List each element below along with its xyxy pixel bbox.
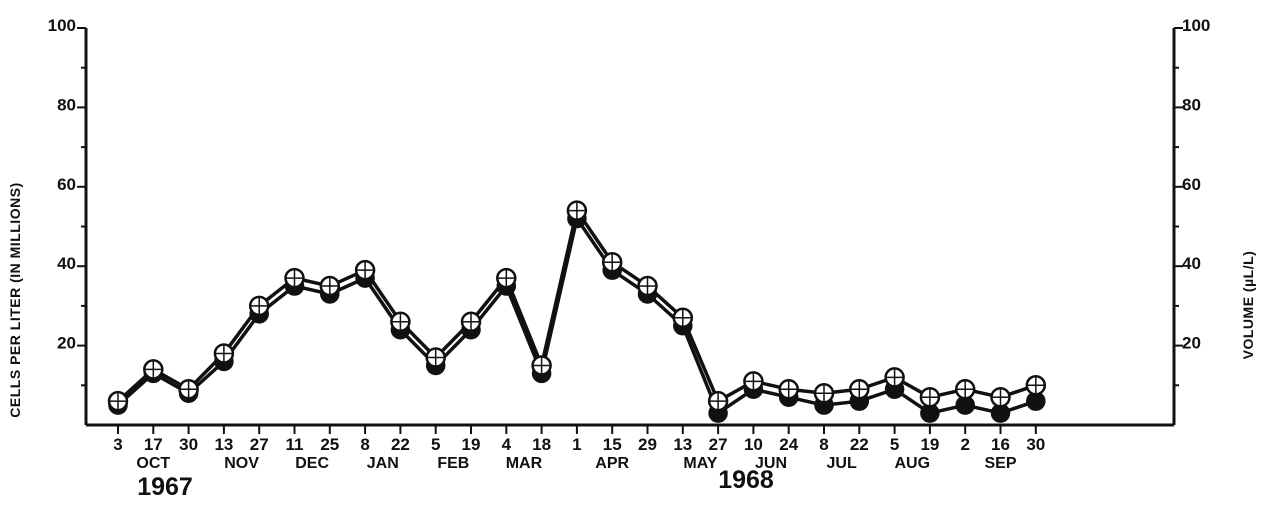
y-left-tick-label: 20 bbox=[57, 334, 76, 353]
month-label: AUG bbox=[894, 455, 930, 472]
y-right-tick-label: 20 bbox=[1182, 334, 1201, 353]
x-tick-label: 27 bbox=[709, 435, 728, 454]
data-point-open bbox=[531, 355, 552, 376]
month-label: OCT bbox=[136, 455, 170, 472]
data-point-open bbox=[284, 267, 305, 289]
x-tick-label: 4 bbox=[502, 435, 512, 454]
data-point-open bbox=[425, 347, 446, 368]
x-tick-label: 19 bbox=[920, 435, 939, 454]
month-label: JUN bbox=[755, 455, 787, 472]
x-tick-label: 22 bbox=[391, 435, 410, 454]
data-point-open bbox=[990, 386, 1011, 408]
x-tick-label: 5 bbox=[431, 435, 440, 454]
month-label: MAR bbox=[506, 455, 543, 472]
data-point-open bbox=[213, 343, 235, 364]
x-tick-label: 18 bbox=[532, 435, 551, 454]
x-tick-label: 5 bbox=[890, 435, 899, 454]
data-point-open bbox=[178, 379, 199, 400]
x-tick-label: 10 bbox=[744, 435, 763, 454]
data-point-open bbox=[248, 295, 270, 317]
y-right-tick-label: 100 bbox=[1182, 16, 1210, 35]
data-point-open bbox=[919, 386, 941, 408]
month-label: JUL bbox=[827, 455, 857, 472]
month-label: MAY bbox=[683, 455, 717, 472]
x-tick-label: 13 bbox=[214, 435, 233, 454]
data-point-open bbox=[672, 307, 694, 329]
x-tick-label: 8 bbox=[819, 435, 828, 454]
x-tick-label: 27 bbox=[250, 435, 269, 454]
x-tick-label: 1 bbox=[572, 435, 581, 454]
y-right-ticks: 20 40 60 80 100 bbox=[1174, 16, 1210, 387]
x-tick-label: 15 bbox=[603, 435, 622, 454]
data-point-open bbox=[460, 311, 482, 333]
x-tick-label: 17 bbox=[144, 435, 163, 454]
data-point-open bbox=[637, 275, 658, 297]
data-point-open bbox=[496, 267, 517, 289]
y-axis-title-right: VOLUME (µL/L) bbox=[1240, 251, 1256, 360]
month-label: FEB bbox=[437, 455, 469, 472]
month-labels: OCT NOV DEC JAN FEB MAR APR MAY JUN JUL AUG SEP bbox=[136, 455, 1016, 472]
data-point-open bbox=[1025, 375, 1047, 396]
month-label: SEP bbox=[984, 455, 1016, 472]
y-left-ticks: 20 40 60 80 100 bbox=[48, 16, 86, 387]
x-tick-label: 2 bbox=[960, 435, 969, 454]
x-tick-label: 13 bbox=[673, 435, 692, 454]
x-tick-label: 25 bbox=[320, 435, 339, 454]
data-point-open bbox=[601, 251, 623, 273]
y-right-tick-label: 60 bbox=[1182, 175, 1201, 194]
y-left-tick-label: 80 bbox=[57, 95, 76, 114]
x-tick-label: 16 bbox=[991, 435, 1010, 454]
x-tick-label: 30 bbox=[179, 435, 198, 454]
y-axis-title-left: CELLS PER LITER (IN MILLIONS) bbox=[7, 182, 23, 417]
x-tick-label: 24 bbox=[779, 435, 798, 454]
x-tick-label: 22 bbox=[850, 435, 869, 454]
x-tick-label: 19 bbox=[462, 435, 481, 454]
data-point-open bbox=[107, 390, 129, 412]
x-ticks: 3 17 30 13 27 11 25 8 22 5 19 4 18 1 15 29 13 27 10 24 8 22 5 1… bbox=[113, 425, 1045, 454]
data-point-open bbox=[354, 259, 376, 281]
x-tick-label: 3 bbox=[113, 435, 122, 454]
y-right-tick-label: 80 bbox=[1182, 95, 1201, 114]
data-point-open bbox=[778, 379, 799, 400]
series-layer bbox=[107, 200, 1047, 423]
y-left-tick-label: 40 bbox=[57, 254, 76, 273]
month-label: APR bbox=[595, 455, 629, 472]
year-label-1968: 1968 bbox=[718, 466, 774, 494]
data-point-open bbox=[566, 200, 588, 221]
month-label: DEC bbox=[295, 455, 329, 472]
data-point-open bbox=[319, 275, 341, 297]
data-point-open bbox=[743, 371, 764, 392]
y-left-tick-label: 60 bbox=[57, 175, 76, 194]
month-label: JAN bbox=[367, 455, 399, 472]
data-point-open bbox=[143, 359, 164, 380]
data-point-open bbox=[884, 367, 905, 388]
y-right-tick-label: 40 bbox=[1182, 254, 1201, 273]
x-tick-label: 29 bbox=[638, 435, 657, 454]
year-label-1967: 1967 bbox=[137, 473, 193, 501]
x-tick-label: 11 bbox=[286, 435, 304, 454]
data-point-open bbox=[954, 379, 976, 400]
data-point-open bbox=[813, 382, 835, 404]
x-tick-label: 8 bbox=[360, 435, 369, 454]
data-point-open bbox=[849, 379, 870, 400]
data-point-open bbox=[390, 311, 411, 333]
y-left-tick-label: 100 bbox=[48, 16, 76, 35]
plot-frame bbox=[84, 28, 1176, 427]
month-label: NOV bbox=[224, 455, 259, 472]
data-point-open bbox=[707, 390, 729, 412]
x-tick-label: 30 bbox=[1026, 435, 1045, 454]
